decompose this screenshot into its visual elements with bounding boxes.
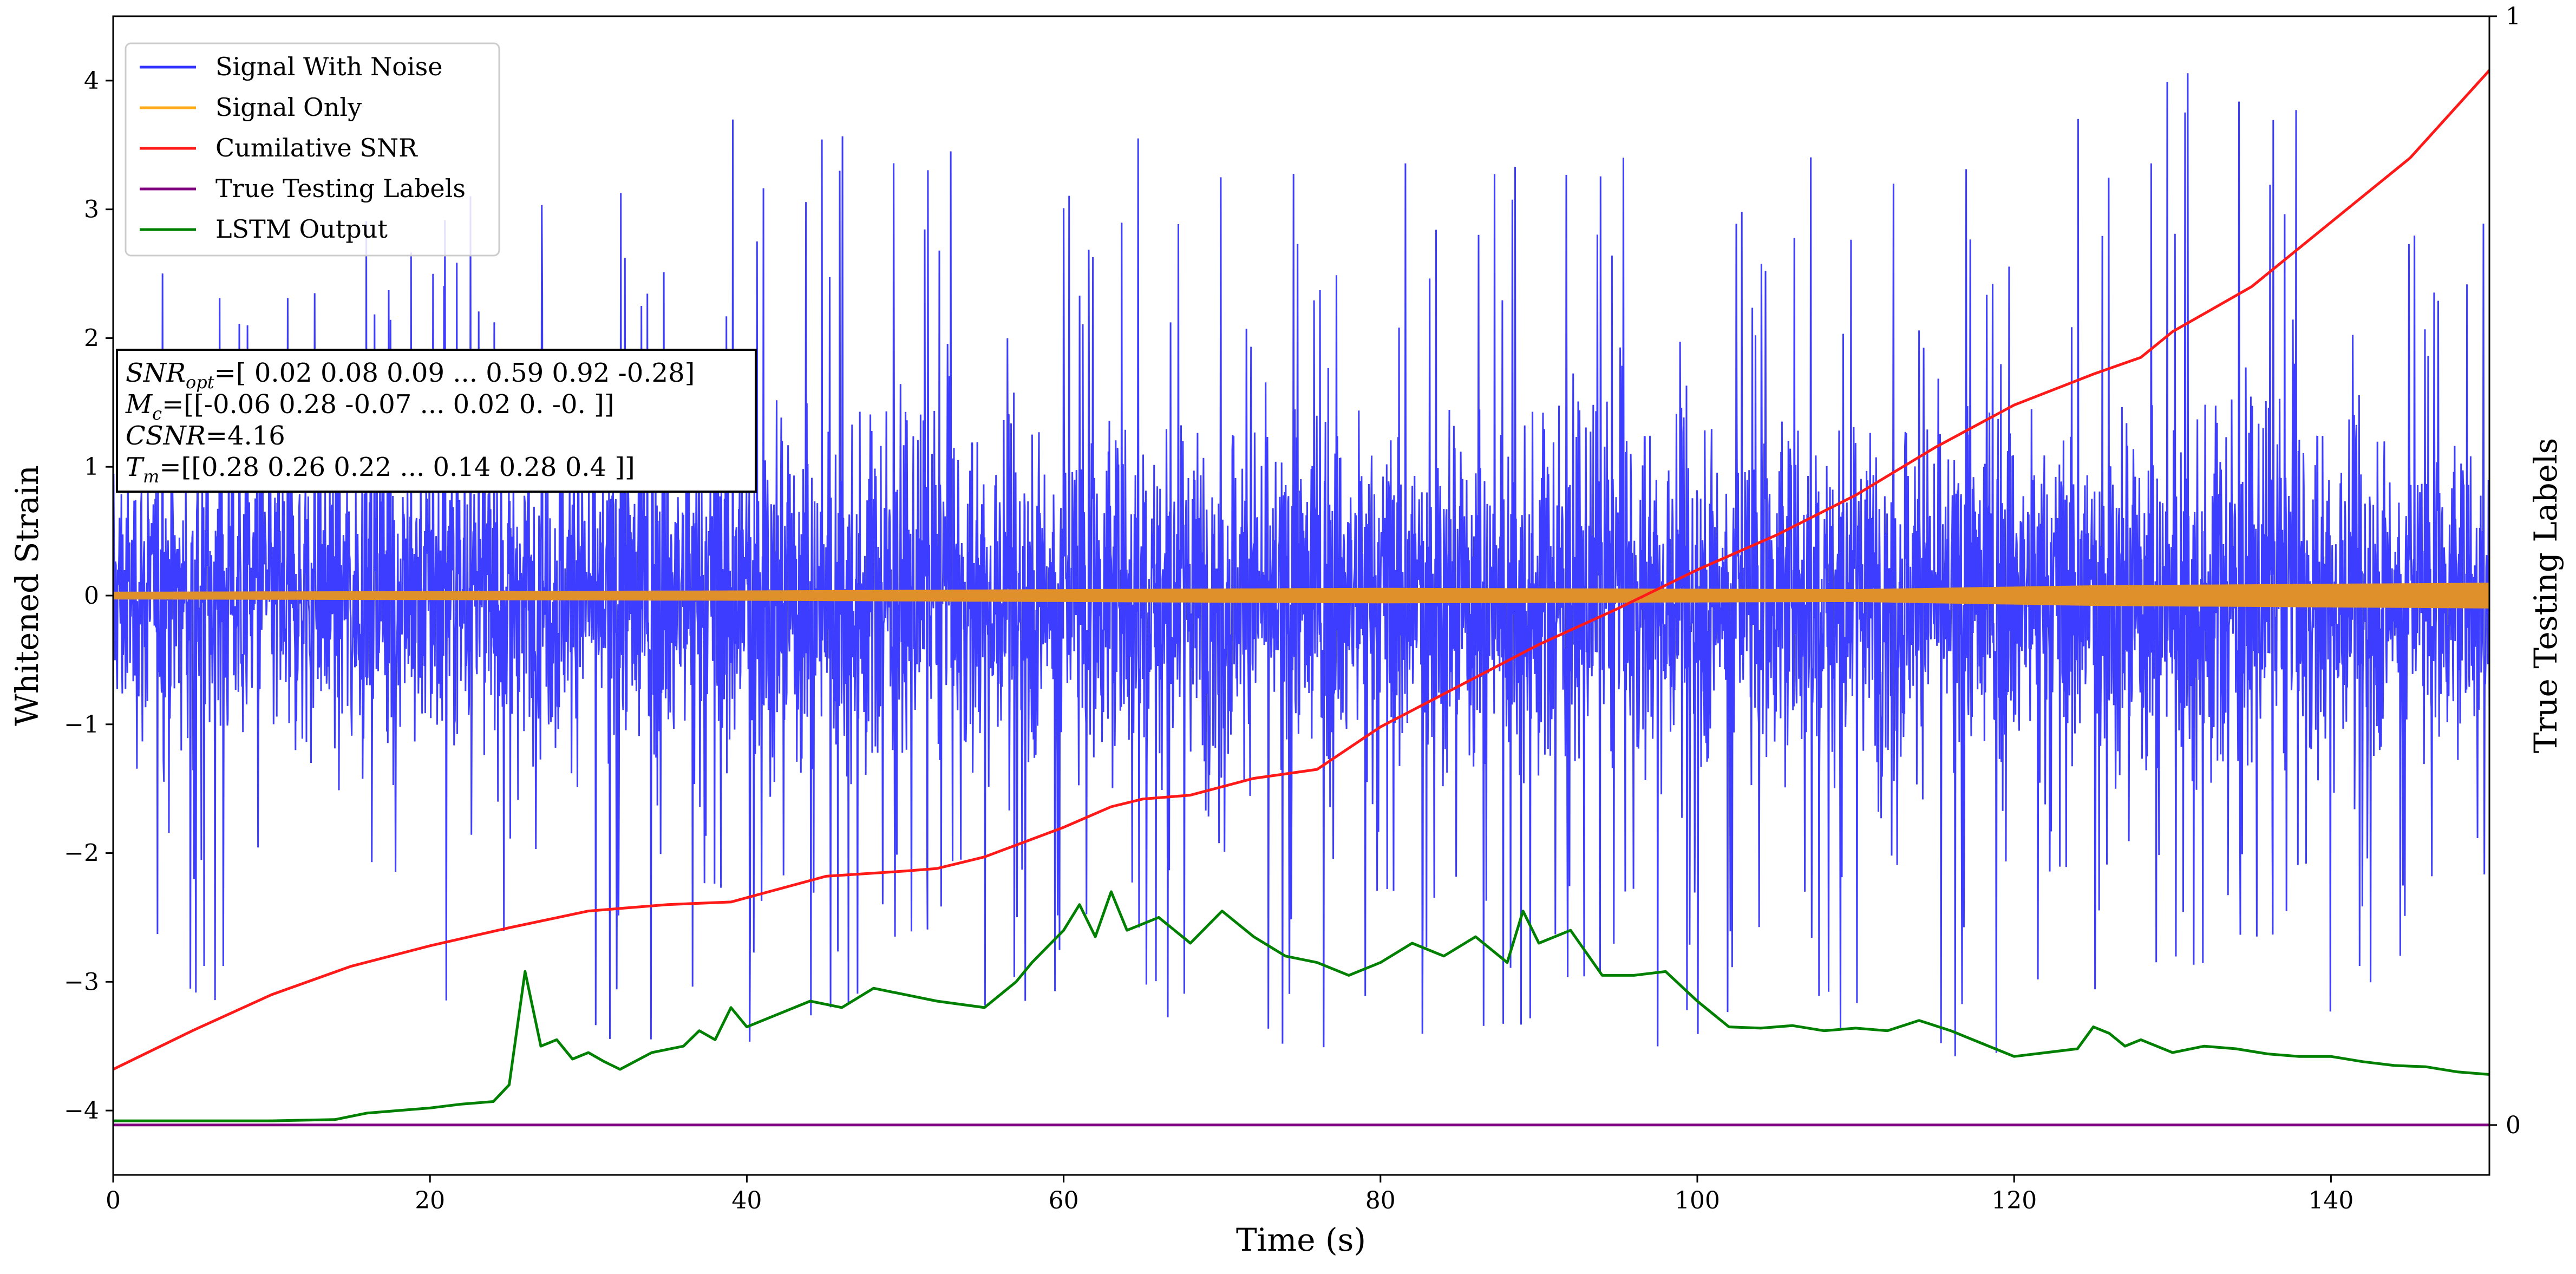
- x-tick-label: 140: [2308, 1187, 2353, 1214]
- x-axis-label: Time (s): [1236, 1221, 1366, 1258]
- legend-item-signal-only: Signal Only: [140, 93, 362, 122]
- legend-label: Signal Only: [215, 93, 362, 122]
- y-tick-label: 2: [84, 324, 99, 352]
- annotation-m-c: Mc=[[-0.06 0.28 -0.07 ... 0.02 0. -0. ]]: [125, 389, 614, 424]
- legend-label: LSTM Output: [215, 214, 388, 244]
- x-tick-label: 40: [731, 1187, 762, 1214]
- x-tick-label: 0: [106, 1187, 121, 1214]
- y-tick-label: −4: [64, 1097, 99, 1125]
- y-axis-label: Whitened Strain: [9, 465, 45, 726]
- annotation-frame: [116, 349, 757, 493]
- x-tick-label: 100: [1675, 1187, 1720, 1214]
- y-tick-label: 0: [84, 582, 99, 610]
- y-tick-label: 3: [84, 196, 99, 224]
- legend-box: [125, 42, 500, 257]
- legend-label: True Testing Labels: [215, 174, 466, 203]
- x-tick-label: 80: [1365, 1187, 1396, 1214]
- signal-only-band: [113, 583, 2489, 609]
- signal-only-series: [113, 583, 2489, 609]
- legend-item-signal-with-noise: Signal With Noise: [140, 52, 442, 81]
- legend: Signal With Noise Signal Only Cumilative…: [125, 42, 500, 257]
- legend-label: Signal With Noise: [215, 52, 442, 81]
- y-tick-label: −3: [64, 968, 99, 996]
- annotation-t-m: Tm=[[0.28 0.26 0.22 ... 0.14 0.28 0.4 ]]: [126, 452, 635, 487]
- y-tick-label: 4: [84, 67, 99, 95]
- legend-label: Cumilative SNR: [215, 133, 418, 162]
- x-tick-label: 120: [1991, 1187, 2037, 1214]
- x-tick-label: 20: [415, 1187, 445, 1214]
- noise-series: [113, 73, 2489, 1056]
- annotation-snr-opt: SNRopt=[ 0.02 0.08 0.09 ... 0.59 0.92 -0…: [126, 358, 695, 393]
- y-tick-label: 1: [84, 453, 99, 481]
- y-tick-label: −1: [64, 711, 99, 739]
- annotation-csnr: CSNR=4.16: [126, 421, 285, 451]
- y2-tick-label: 1: [2506, 3, 2521, 30]
- legend-item-true-testing-labels: True Testing Labels: [140, 174, 466, 203]
- noise-line: [113, 73, 2489, 1056]
- legend-item-lstm-output: LSTM Output: [140, 214, 388, 244]
- y2-axis-label: True Testing Labels: [2527, 438, 2564, 753]
- y2-tick-label: 0: [2506, 1112, 2521, 1139]
- y-tick-label: −2: [64, 840, 99, 867]
- series-line-cumilative-snr: [113, 69, 2489, 1071]
- x-tick-label: 60: [1049, 1187, 1079, 1214]
- legend-item-cumilative-snr: Cumilative SNR: [140, 133, 418, 162]
- annotation-box: SNRopt=[ 0.02 0.08 0.09 ... 0.59 0.92 -0…: [116, 349, 757, 493]
- line-series: [113, 69, 2489, 1127]
- series-line-lstm-output: [113, 890, 2489, 1122]
